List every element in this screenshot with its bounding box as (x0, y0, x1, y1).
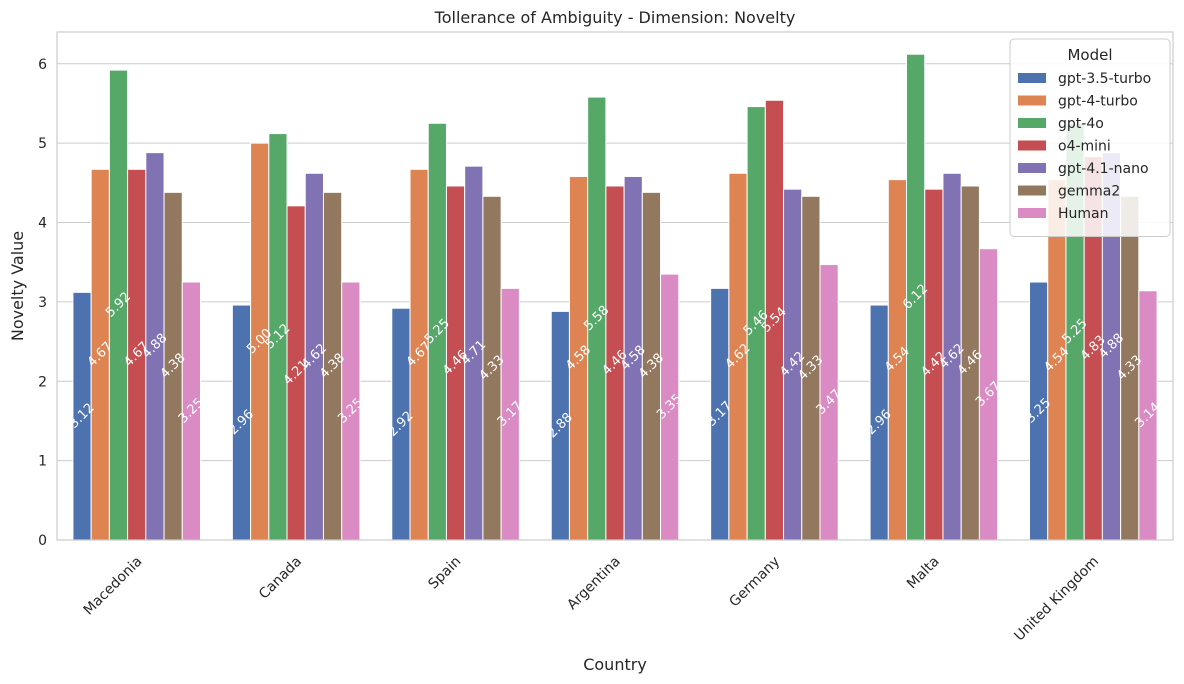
legend-entry: gpt-4-turbo (1058, 94, 1138, 110)
legend-entry: gpt-3.5-turbo (1058, 71, 1151, 87)
x-tick-label: Malta (904, 554, 943, 593)
legend-swatch (1018, 208, 1046, 218)
y-tick-label: 6 (38, 57, 47, 73)
x-tick-label: Argentina (564, 554, 624, 614)
legend: Model gpt-3.5-turbo gpt-4-turbo gpt-4o o4-m… (1009, 38, 1171, 237)
legend-swatch (1018, 95, 1046, 106)
legend-entry: Human (1058, 206, 1109, 222)
y-tick-label: 0 (38, 533, 47, 549)
legend-entry: gpt-4o (1058, 116, 1104, 132)
bars (72, 53, 1158, 541)
y-tick-label: 4 (38, 216, 47, 232)
legend-title: Model (1067, 46, 1112, 64)
legend-box (1009, 38, 1171, 237)
y-tick-label: 3 (38, 295, 47, 311)
legend-swatch (1018, 140, 1046, 151)
legend-entry: gemma2 (1058, 184, 1120, 200)
x-tick-label: Canada (256, 554, 305, 603)
x-axis-label: Country (583, 655, 647, 674)
y-tick-labels: 0 1 2 3 4 5 6 (38, 57, 47, 549)
y-tick-label: 2 (38, 374, 47, 390)
y-axis-label: Novelty Value (8, 231, 27, 341)
legend-entry: o4-mini (1058, 139, 1111, 155)
legend-swatch (1018, 185, 1046, 196)
x-tick-label: Spain (425, 554, 464, 593)
legend-swatch (1018, 73, 1046, 83)
x-tick-label: Germany (726, 554, 783, 611)
plot-frame (56, 31, 1174, 541)
y-tick-label: 5 (38, 136, 47, 152)
x-tick-label: Macedonia (81, 554, 146, 619)
legend-swatch (1018, 163, 1046, 173)
legend-entry: gpt-4.1-nano (1058, 161, 1149, 177)
x-tick-label: United Kingdom (1011, 554, 1102, 645)
y-tick-label: 1 (38, 454, 47, 470)
x-tick-labels: Macedonia Canada Spain Argentina Germany Malt… (81, 554, 1102, 645)
legend-swatch (1018, 118, 1046, 128)
chart-title: Tollerance of Ambiguity - Dimension: Nov… (434, 8, 796, 27)
